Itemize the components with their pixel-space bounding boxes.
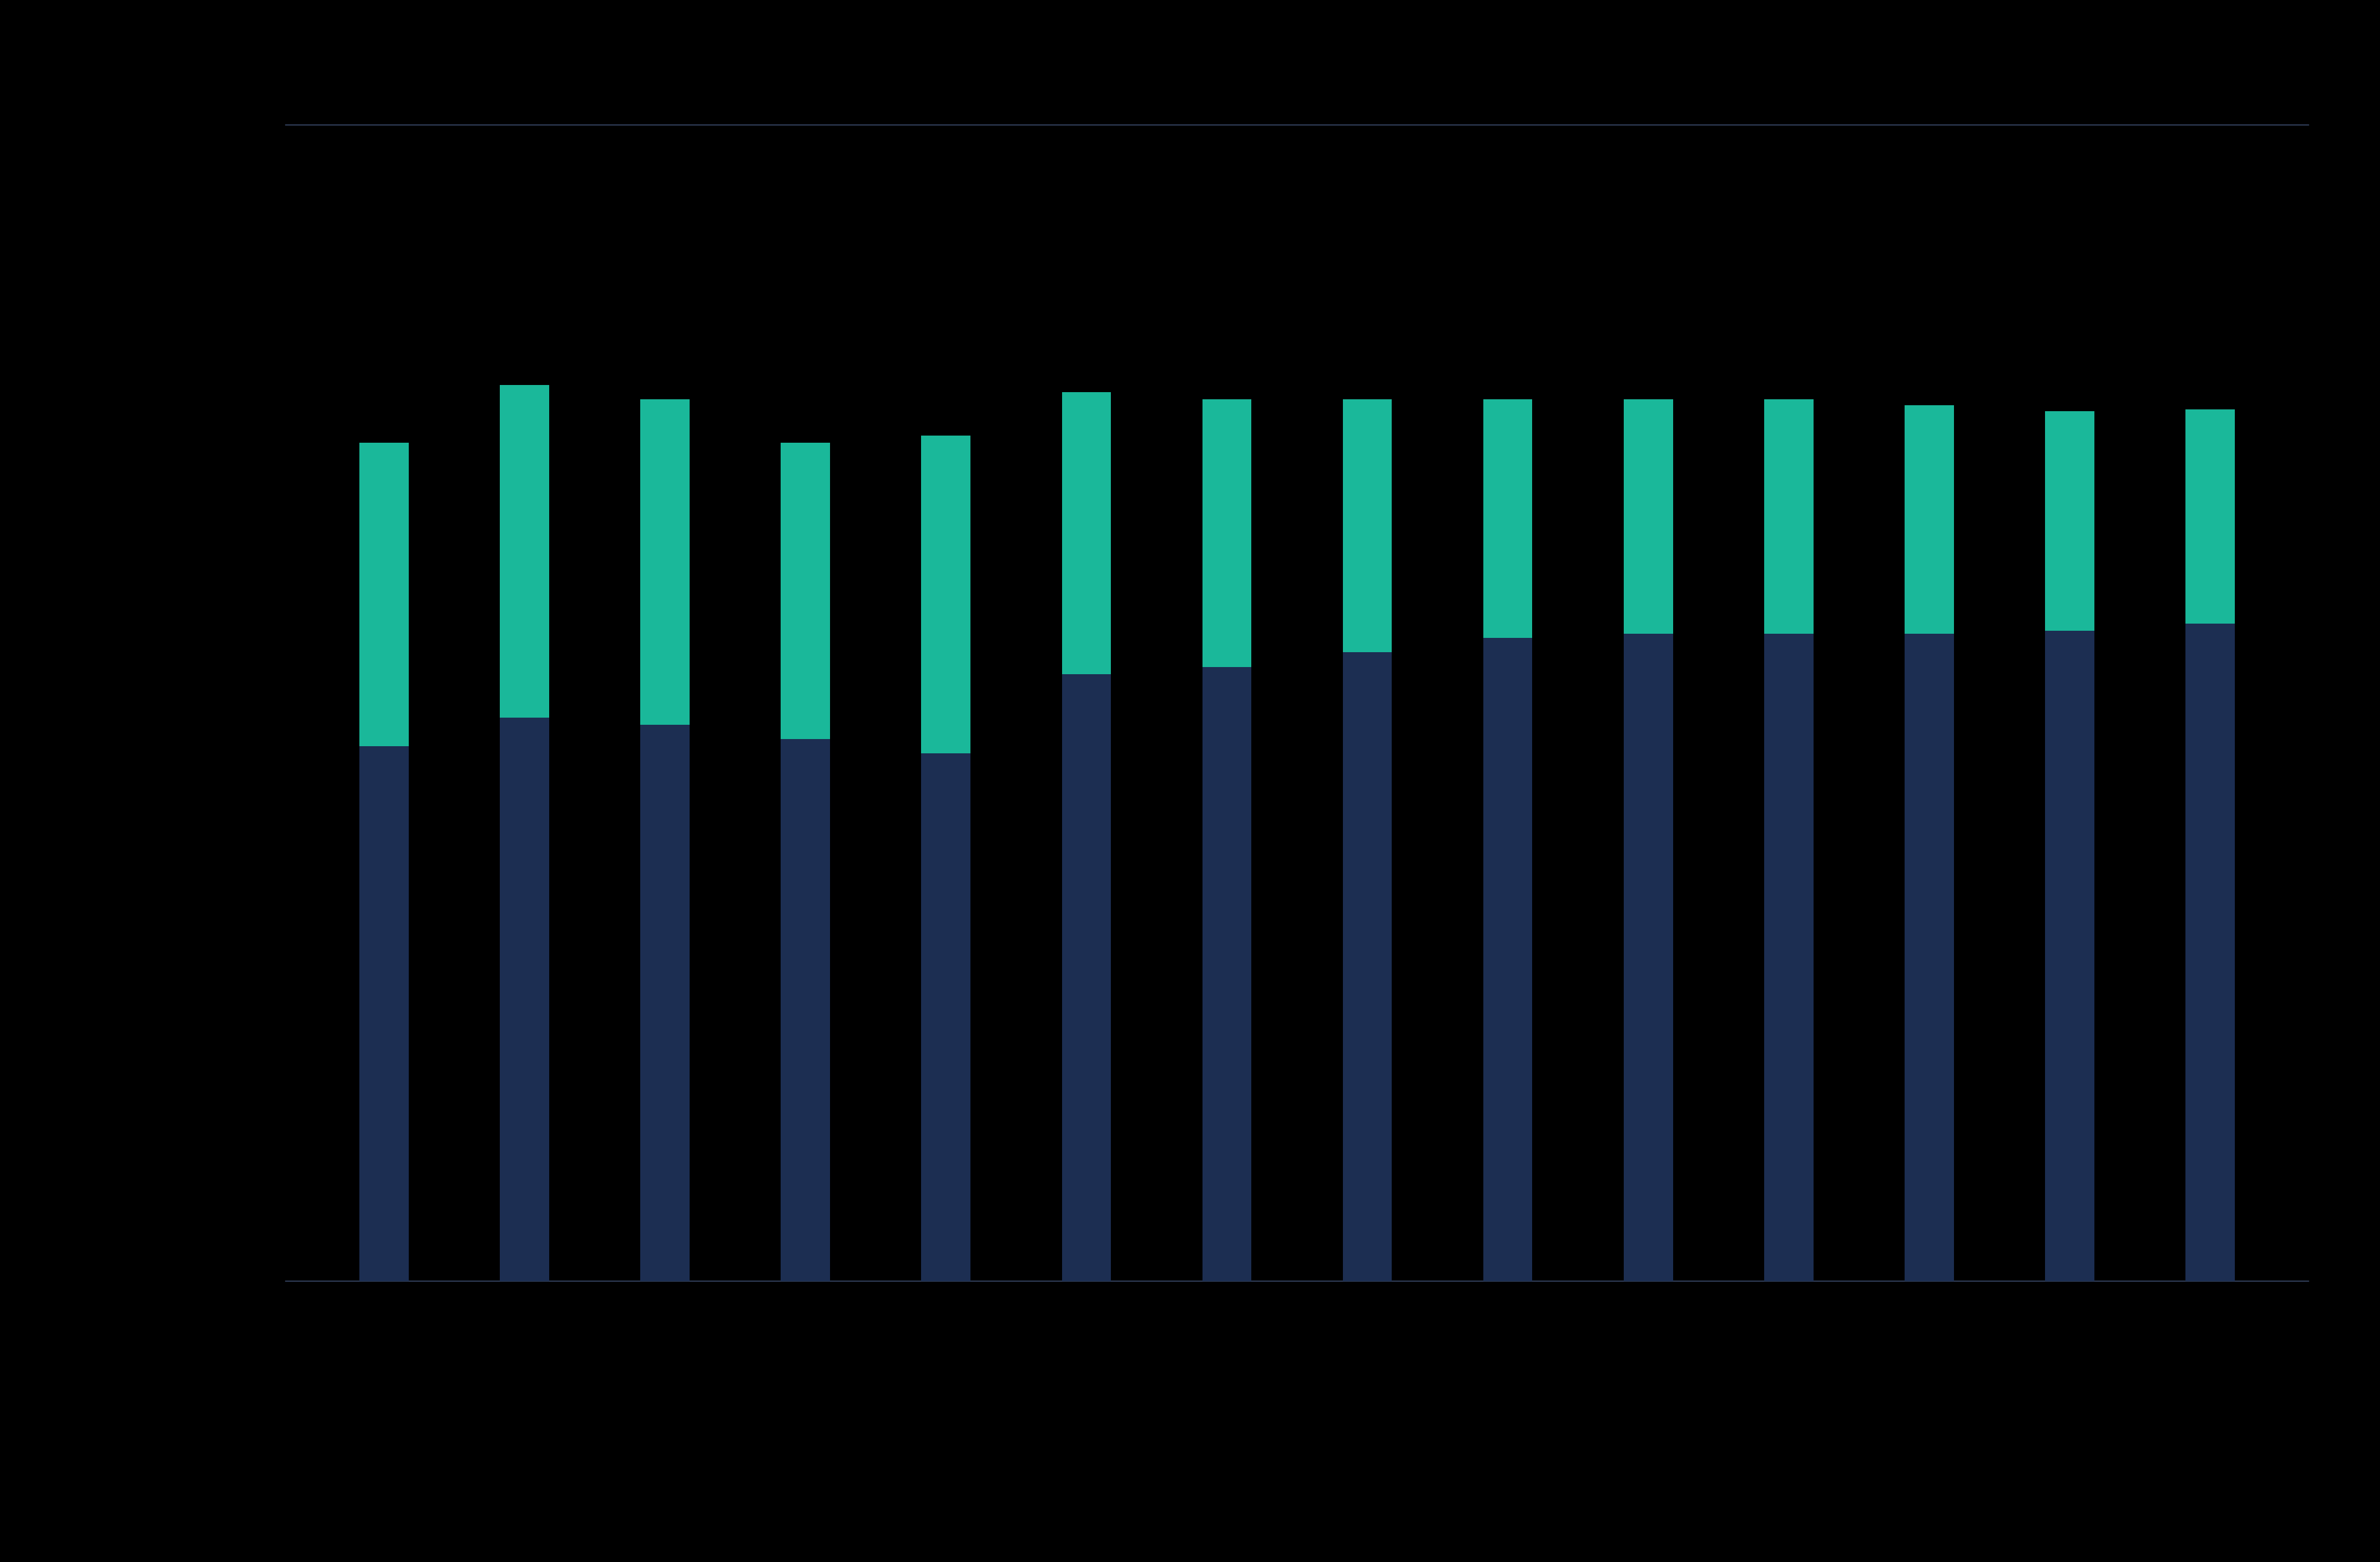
Bar bbox=[359, 747, 409, 1281]
Bar bbox=[1202, 667, 1252, 1281]
Bar bbox=[2044, 631, 2094, 1281]
Bar bbox=[640, 400, 690, 725]
Bar bbox=[640, 725, 690, 1281]
Bar bbox=[781, 739, 831, 1281]
Bar bbox=[1342, 653, 1392, 1281]
Bar bbox=[1061, 675, 1111, 1281]
Bar bbox=[1483, 400, 1533, 637]
Bar bbox=[1904, 405, 1954, 634]
Bar bbox=[781, 444, 831, 739]
Bar bbox=[921, 436, 971, 753]
Bar bbox=[359, 444, 409, 747]
Bar bbox=[921, 753, 971, 1281]
Bar bbox=[500, 384, 550, 717]
Bar bbox=[500, 717, 550, 1281]
Bar bbox=[1764, 400, 1814, 634]
Bar bbox=[1342, 400, 1392, 653]
Bar bbox=[2185, 409, 2235, 623]
Bar bbox=[1904, 634, 1954, 1281]
Bar bbox=[2044, 411, 2094, 631]
Bar bbox=[1202, 400, 1252, 667]
Bar bbox=[2185, 623, 2235, 1281]
Bar bbox=[1483, 637, 1533, 1281]
Bar bbox=[1764, 634, 1814, 1281]
Bar bbox=[1623, 400, 1673, 634]
Bar bbox=[1623, 634, 1673, 1281]
Bar bbox=[1061, 392, 1111, 675]
